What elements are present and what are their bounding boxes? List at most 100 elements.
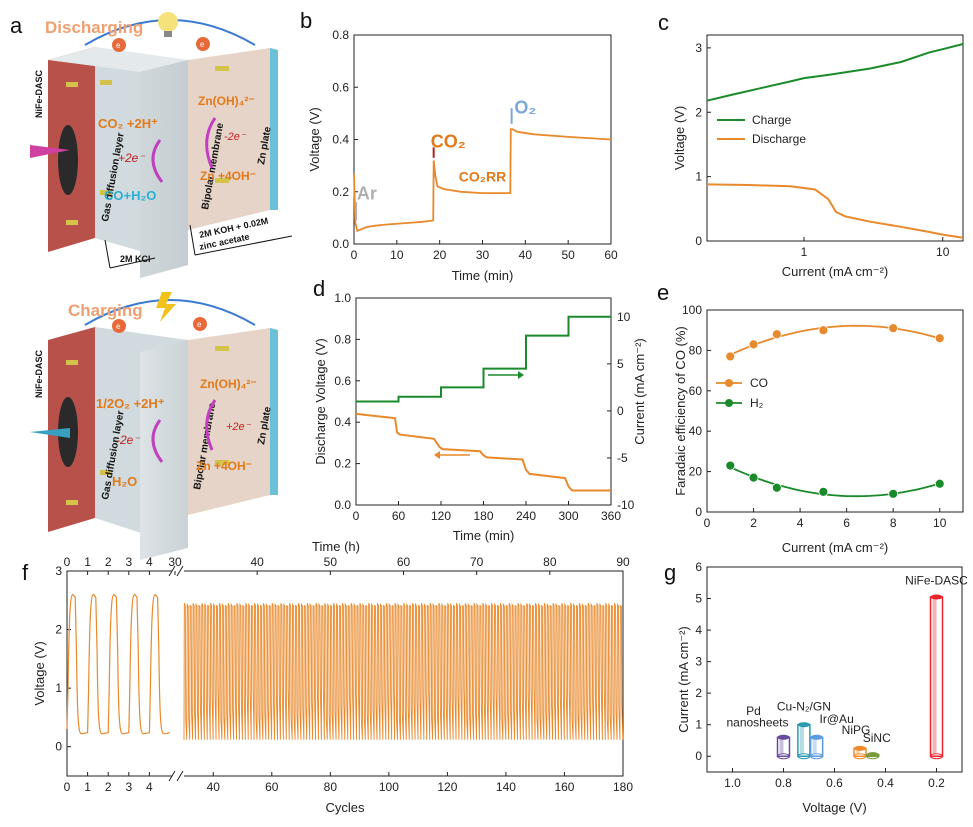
series-charge bbox=[706, 43, 964, 102]
x-tick-label: 300 bbox=[558, 509, 578, 523]
reduction-step: +2e⁻ bbox=[118, 151, 146, 165]
x-axis-label: Time (min) bbox=[452, 268, 514, 283]
series-voltage bbox=[355, 412, 611, 492]
x-tick-label: 8 bbox=[890, 516, 897, 530]
cycling-trace-segment-2 bbox=[183, 602, 624, 740]
svg-text:e: e bbox=[116, 322, 121, 331]
panel-label-a: a bbox=[10, 13, 23, 38]
charging-title: Charging bbox=[68, 301, 143, 320]
axis-break-mask-bottom bbox=[172, 773, 184, 779]
chart-b: 0 10 20 30 40 50 60 0.0 0.2 0.4 0.6 0.8 Time (min) Vo… bbox=[307, 28, 618, 283]
y-tick-label: 2 bbox=[695, 105, 702, 119]
data-point bbox=[748, 472, 759, 483]
y-tick-label: 0.2 bbox=[332, 185, 349, 199]
voltage-trace bbox=[353, 128, 612, 233]
x-tick-label: 0.2 bbox=[928, 776, 945, 790]
panel-label-f: f bbox=[22, 560, 29, 585]
y-tick-label: 0 bbox=[695, 749, 702, 763]
panel-label-g: g bbox=[664, 560, 676, 585]
x-tick-label: 4 bbox=[797, 516, 804, 530]
x-tick-label: 160 bbox=[554, 780, 574, 794]
y-tick-label: 3 bbox=[55, 564, 62, 578]
y2-tick-label: 10 bbox=[617, 310, 631, 324]
y-tick-label: 4 bbox=[695, 623, 702, 637]
panel-label-c: c bbox=[658, 10, 669, 35]
current-axis-arrowhead bbox=[518, 371, 524, 379]
y-tick-label: 60 bbox=[689, 384, 703, 398]
y-tick-label: 0 bbox=[695, 234, 702, 248]
data-point bbox=[934, 333, 945, 344]
catalyst-disc bbox=[58, 125, 78, 195]
y-tick-label: 100 bbox=[682, 303, 702, 317]
series-current bbox=[356, 315, 611, 403]
svg-text:e: e bbox=[116, 41, 121, 50]
y2-tick-label: -5 bbox=[617, 451, 628, 465]
oxidation-step: -2e⁻ bbox=[224, 131, 247, 143]
svg-text:Zn(OH)₄²⁻: Zn(OH)₄²⁻ bbox=[200, 377, 257, 391]
x-tick-label: 3 bbox=[125, 780, 132, 794]
x-tick-label: 1.0 bbox=[724, 776, 741, 790]
y-tick-label: 0.4 bbox=[332, 133, 349, 147]
x2-tick-label: 3 bbox=[125, 555, 132, 569]
data-point bbox=[934, 478, 945, 489]
cycling-trace-segment-1 bbox=[66, 593, 171, 735]
bar-highlight bbox=[779, 739, 784, 755]
data-point bbox=[725, 351, 736, 362]
electron-icon bbox=[193, 317, 207, 331]
x-tick-label: 1 bbox=[84, 780, 91, 794]
x-tick-label: 0 bbox=[704, 516, 711, 530]
bar-label: NiFe-DASC bbox=[905, 573, 968, 587]
y-tick-label: 3 bbox=[695, 655, 702, 669]
bar-label: NiPG bbox=[842, 723, 871, 737]
x-tick-label: 10 bbox=[933, 516, 947, 530]
x-tick-label: 30 bbox=[476, 248, 490, 262]
schematic-discharging: e e Discharging NiFe-DASC Gas diffusion … bbox=[30, 12, 293, 278]
legend-label: Charge bbox=[752, 113, 792, 127]
x-tick-label: 80 bbox=[324, 780, 338, 794]
data-point bbox=[888, 323, 899, 334]
y-tick-label: 0.6 bbox=[332, 80, 349, 94]
x-tick-label: 0 bbox=[351, 248, 358, 262]
legend-label: H₂ bbox=[750, 396, 764, 410]
y-tick-label: 0 bbox=[695, 505, 702, 519]
x-tick-label: 4 bbox=[146, 780, 153, 794]
data-point bbox=[771, 329, 782, 340]
y-tick-label: 1 bbox=[695, 718, 702, 732]
o2-product: 1/2O₂ +2H⁺ bbox=[96, 396, 165, 411]
x2-tick-label: 1 bbox=[84, 555, 91, 569]
y2-axis-label: Current (mA cm⁻²) bbox=[632, 338, 647, 445]
x2-tick-label: 30 bbox=[168, 555, 182, 569]
y-axis-label: Voltage (V) bbox=[32, 641, 47, 705]
y-tick-label: 80 bbox=[689, 343, 703, 357]
bar-cap bbox=[797, 722, 810, 728]
y2-tick-label: 0 bbox=[617, 404, 624, 418]
x-tick-label: 140 bbox=[496, 780, 516, 794]
gas-outlet-arrow bbox=[30, 428, 70, 438]
x-tick-label: 0 bbox=[353, 509, 360, 523]
svg-text:Zn +4OH⁻: Zn +4OH⁻ bbox=[196, 459, 252, 473]
svg-text:+2e⁻: +2e⁻ bbox=[226, 421, 252, 433]
fit-curve-0 bbox=[729, 324, 940, 356]
cathode-label: NiFe-DASC bbox=[34, 69, 44, 118]
x2-tick-label: 60 bbox=[397, 555, 411, 569]
y-tick-label: 2 bbox=[55, 623, 62, 637]
fit-curve-1 bbox=[729, 466, 940, 498]
x-axis-label: Voltage (V) bbox=[802, 800, 866, 815]
x-tick-label: 120 bbox=[437, 780, 457, 794]
annotation-1: CO₂ bbox=[431, 131, 466, 151]
x2-tick-label: 0 bbox=[64, 555, 71, 569]
plot-frame bbox=[706, 566, 963, 773]
y-tick-label: 6 bbox=[695, 560, 702, 574]
y-tick-label: 5 bbox=[695, 592, 702, 606]
discharging-title: Discharging bbox=[45, 18, 143, 37]
x-tick-label: 360 bbox=[601, 509, 621, 523]
bar-label: nanosheets bbox=[726, 715, 788, 729]
bar-cap bbox=[777, 734, 790, 740]
lightning-icon bbox=[156, 292, 176, 322]
x-tick-label: 20 bbox=[433, 248, 447, 262]
y-tick-label: 0.6 bbox=[334, 374, 351, 388]
x2-tick-label: 80 bbox=[543, 555, 557, 569]
gas-inlet-arrow bbox=[30, 145, 70, 158]
y2-tick-label: -10 bbox=[617, 498, 635, 512]
